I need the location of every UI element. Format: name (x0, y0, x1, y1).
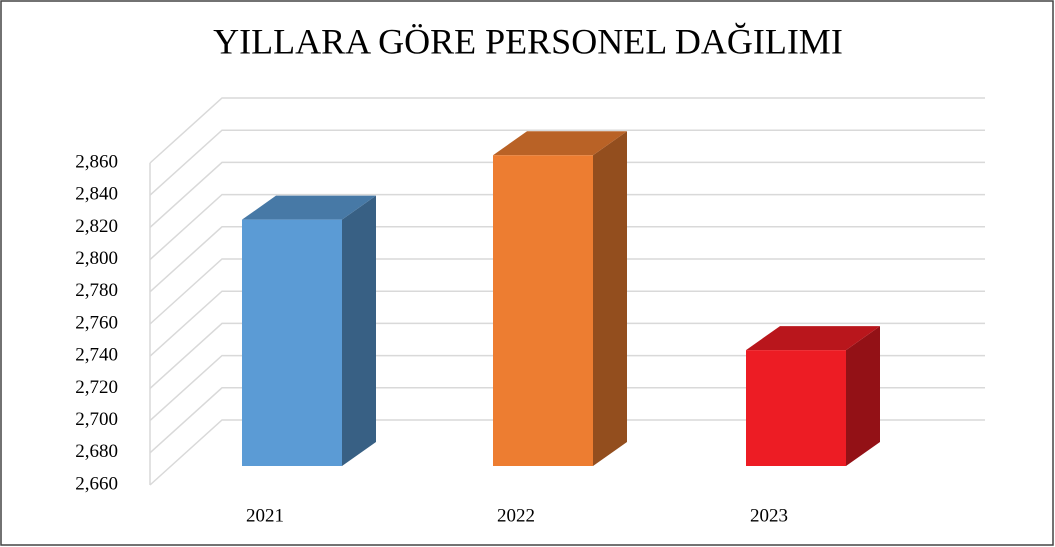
y-tick-label: 2,760 (75, 312, 118, 333)
grid-line (149, 322, 985, 389)
grid-line (149, 226, 985, 293)
grid-line (149, 290, 985, 357)
grid-line (149, 129, 985, 196)
y-tick-label: 2,700 (75, 409, 118, 430)
bar-front (242, 219, 342, 466)
y-tick-label: 2,780 (75, 280, 118, 301)
y-tick-label: 2,660 (75, 473, 118, 494)
y-tick-label: 2,860 (75, 151, 118, 172)
x-tick-label: 2021 (246, 505, 284, 526)
grid-line (149, 387, 985, 454)
y-tick-label: 2,820 (75, 216, 118, 237)
y-tick-label: 2,680 (75, 441, 118, 462)
bar-top (242, 195, 376, 220)
bar-top (493, 131, 627, 156)
grid-line (149, 419, 985, 486)
bar-side (342, 195, 376, 467)
x-tick-label: 2023 (750, 505, 788, 526)
chart-title: YILLARA GÖRE PERSONEL DAĞILIMI (213, 21, 843, 61)
bar (242, 195, 376, 467)
bar-side (593, 131, 627, 466)
y-tick-label: 2,800 (75, 248, 118, 269)
bar-side (846, 326, 880, 466)
bar-front (493, 155, 593, 466)
bar (493, 131, 627, 466)
bar-front (746, 350, 846, 466)
grid-line (149, 161, 985, 228)
y-tick-label: 2,840 (75, 184, 118, 205)
grid-line (149, 193, 985, 261)
bar-top (746, 326, 880, 351)
bar (746, 326, 880, 466)
grid-line (149, 354, 985, 422)
grid-line (149, 258, 985, 325)
y-tick-label: 2,740 (75, 345, 118, 366)
y-tick-label: 2,720 (75, 377, 118, 398)
grid-line (149, 97, 985, 164)
x-tick-label: 2022 (497, 505, 535, 526)
